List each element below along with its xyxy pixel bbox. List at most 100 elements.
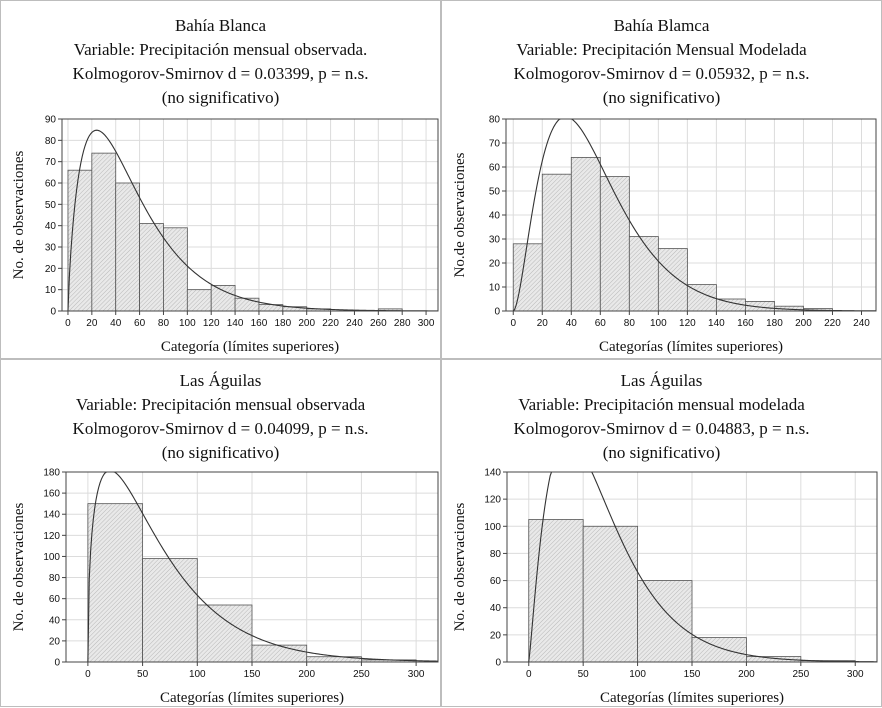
chart-panel-aguilas-observed: Las Águilas Variable: Precipitación mens… xyxy=(0,359,441,707)
y-tick-label: 90 xyxy=(45,115,57,126)
x-tick-label: 40 xyxy=(110,318,122,329)
x-axis-label: Categoría (límites superiores) xyxy=(161,339,339,355)
x-tick-label: 40 xyxy=(566,318,578,329)
histogram-bar xyxy=(142,558,198,663)
histogram-bar xyxy=(87,503,143,663)
x-tick-label: 260 xyxy=(370,318,387,329)
chart-panel-bahia-observed: Bahía Blanca Variable: Precipitación men… xyxy=(0,0,441,359)
y-tick-label: 80 xyxy=(489,115,501,126)
x-tick-label: 160 xyxy=(251,318,268,329)
histogram-bar xyxy=(91,152,117,312)
histogram-bar xyxy=(657,248,688,312)
chart-significance-line: (no significativo) xyxy=(602,443,721,462)
y-tick-label: 100 xyxy=(43,552,60,563)
y-tick-label: 140 xyxy=(43,510,60,521)
y-tick-label: 70 xyxy=(489,139,501,150)
histogram-bar xyxy=(686,284,717,312)
x-tick-label: 0 xyxy=(510,318,516,329)
histogram-svg: 0 10 20 30 40 50 60 70 80 90 0 20 40 60 80 100 120 140 160… xyxy=(11,115,439,355)
histogram-bar xyxy=(115,182,140,312)
y-tick-label: 60 xyxy=(489,163,501,174)
x-tick-label: 200 xyxy=(738,669,755,680)
x-tick-label: 140 xyxy=(227,318,244,329)
x-tick-label: 250 xyxy=(792,669,809,680)
y-tick-label: 20 xyxy=(49,636,61,647)
x-axis-label: Categorías (límites superiores) xyxy=(160,690,344,706)
fitted-curve xyxy=(87,471,439,663)
y-tick-label: 80 xyxy=(45,136,57,147)
x-tick-label: 20 xyxy=(86,318,98,329)
y-tick-label: 0 xyxy=(54,658,60,669)
x-tick-label: 100 xyxy=(179,318,196,329)
y-tick-label: 40 xyxy=(45,221,57,232)
y-tick-label: 40 xyxy=(490,603,502,614)
x-tick-label: 100 xyxy=(189,669,206,680)
x-tick-label: 0 xyxy=(526,669,532,680)
x-tick-label: 0 xyxy=(85,669,91,680)
chart-ks-line: Kolmogorov-Smirnov d = 0.05932, p = n.s. xyxy=(513,64,810,83)
chart-variable-line: Variable: Precipitación mensual observad… xyxy=(73,40,368,59)
x-tick-label: 250 xyxy=(353,669,370,680)
x-tick-label: 0 xyxy=(65,318,71,329)
histogram-svg: 0 10 20 30 40 50 60 70 80 0 20 40 60 80 100 120 140 160 18… xyxy=(452,115,877,355)
chart-ks-line: Kolmogorov-Smirnov d = 0.03399, p = n.s. xyxy=(72,64,369,83)
x-tick-label: 300 xyxy=(408,669,425,680)
plot-frame xyxy=(61,118,439,312)
histogram-bar xyxy=(570,156,601,312)
y-tick-label: 140 xyxy=(484,468,501,479)
chart-significance-line: (no significativo) xyxy=(602,88,721,107)
x-axis-label: Categorías (límites superiores) xyxy=(600,690,784,706)
histogram-svg: 0 20 40 60 80 100 120 140 160 180 0 50 100 150 200 250 3… xyxy=(11,468,439,706)
chart-ks-line: Kolmogorov-Smirnov d = 0.04099, p = n.s. xyxy=(72,419,369,438)
chart-variable-line: Variable: Precipitación mensual observad… xyxy=(75,395,366,414)
histogram-bar xyxy=(691,637,747,663)
x-tick-label: 80 xyxy=(624,318,636,329)
y-tick-label: 30 xyxy=(489,235,501,246)
y-tick-label: 40 xyxy=(49,615,61,626)
histogram-bar xyxy=(251,644,308,663)
x-tick-label: 100 xyxy=(629,669,646,680)
histogram-bar xyxy=(541,173,572,312)
x-tick-label: 180 xyxy=(766,318,783,329)
y-tick-label: 30 xyxy=(45,243,57,254)
x-tick-label: 280 xyxy=(394,318,411,329)
x-tick-label: 20 xyxy=(537,318,549,329)
y-tick-label: 50 xyxy=(489,187,501,198)
histogram-bar xyxy=(599,176,630,312)
y-axis-label: No. de observaciones xyxy=(452,502,468,631)
y-axis-label: No. de observaciones xyxy=(11,502,27,631)
y-tick-label: 10 xyxy=(45,285,57,296)
y-axis-label: No. de observaciones xyxy=(11,150,27,279)
x-tick-label: 160 xyxy=(737,318,754,329)
y-tick-label: 20 xyxy=(45,264,57,275)
histogram-bar xyxy=(628,236,659,312)
y-tick-label: 70 xyxy=(45,157,57,168)
y-tick-label: 80 xyxy=(49,573,61,584)
x-tick-label: 180 xyxy=(274,318,291,329)
x-tick-label: 50 xyxy=(578,669,590,680)
x-tick-label: 300 xyxy=(418,318,435,329)
x-tick-label: 240 xyxy=(853,318,870,329)
chart-significance-line: (no significativo) xyxy=(161,88,280,107)
histogram-bar xyxy=(186,289,212,312)
chart-panel-bahia-modeled: Bahía Blamca Variable: Precipitación Men… xyxy=(441,0,882,359)
x-tick-label: 140 xyxy=(708,318,725,329)
x-tick-label: 150 xyxy=(684,669,701,680)
x-tick-label: 200 xyxy=(795,318,812,329)
chart-title: Las Águilas xyxy=(179,371,262,390)
chart-ks-line: Kolmogorov-Smirnov d = 0.04883, p = n.s. xyxy=(513,419,810,438)
x-tick-label: 240 xyxy=(346,318,363,329)
x-tick-label: 100 xyxy=(650,318,667,329)
x-tick-label: 80 xyxy=(158,318,170,329)
histogram-bar xyxy=(196,604,253,663)
histogram-bar xyxy=(163,227,188,312)
y-tick-label: 40 xyxy=(489,211,501,222)
y-tick-label: 60 xyxy=(45,179,57,190)
fitted-curve xyxy=(512,118,877,312)
x-tick-label: 50 xyxy=(137,669,149,680)
y-tick-label: 0 xyxy=(50,307,56,318)
y-tick-label: 80 xyxy=(490,549,502,560)
y-tick-label: 10 xyxy=(489,283,501,294)
x-tick-label: 200 xyxy=(298,318,315,329)
x-tick-label: 120 xyxy=(679,318,696,329)
